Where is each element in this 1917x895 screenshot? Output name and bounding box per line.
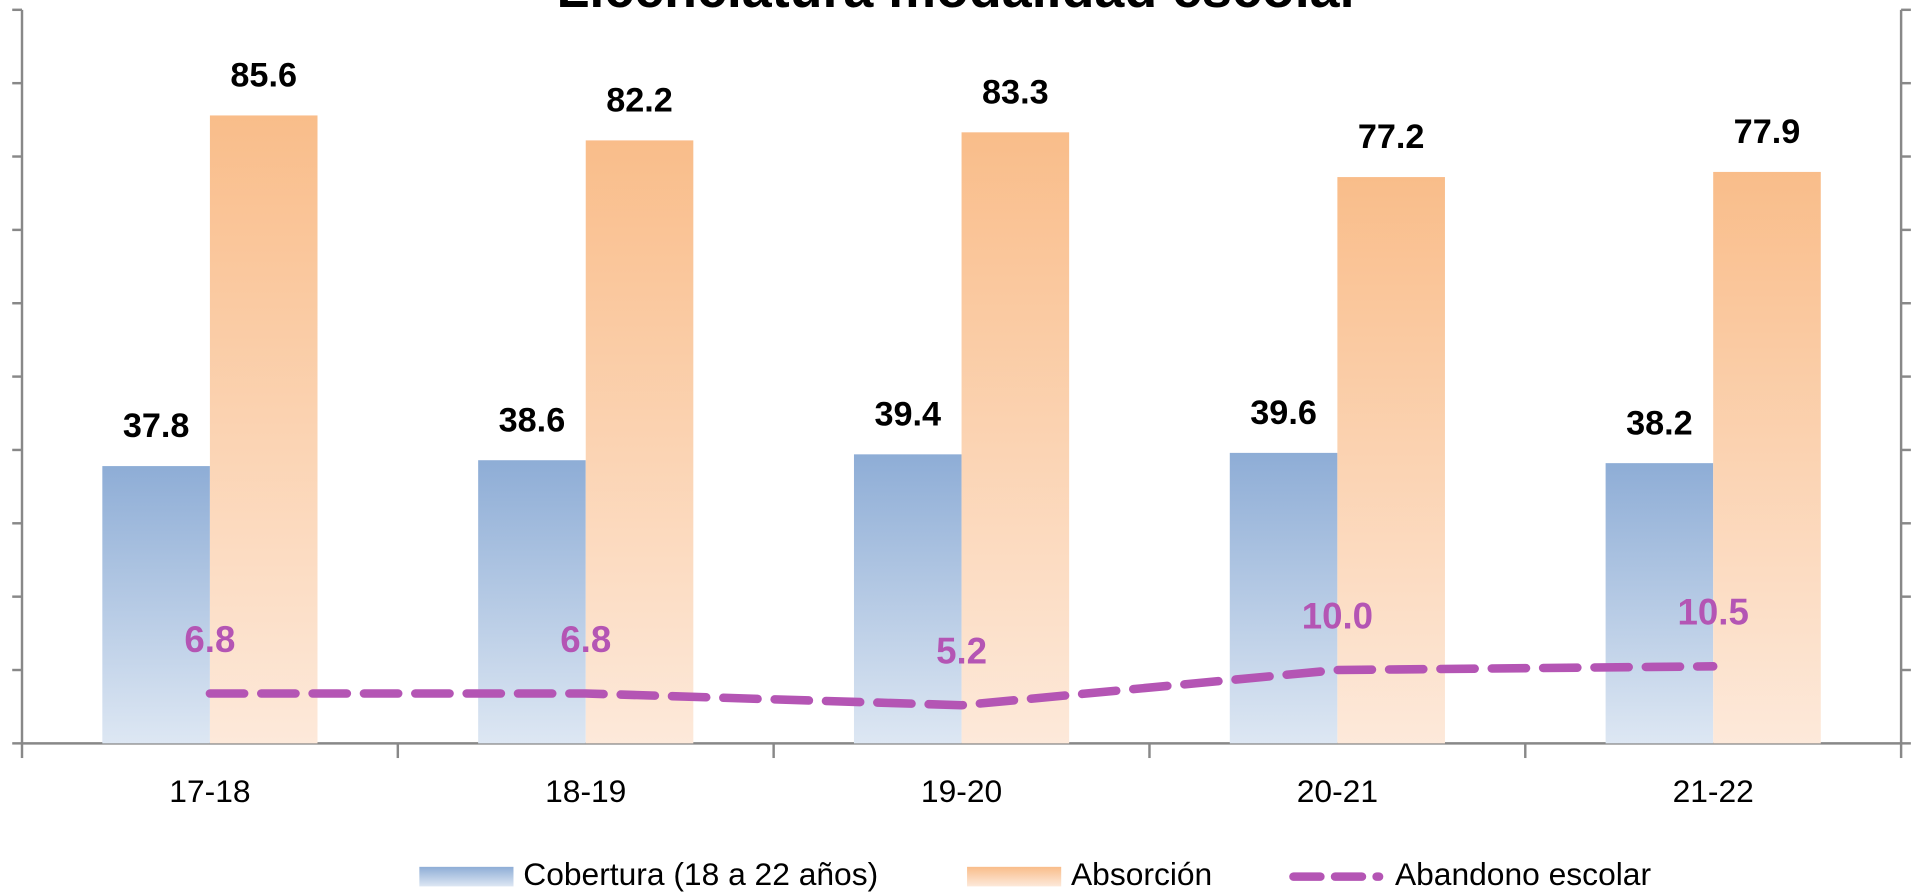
- x-tick-label: 17-18: [169, 773, 250, 809]
- bar: [1229, 452, 1338, 744]
- data-label: 37.8: [123, 407, 190, 445]
- x-tick-label: 18-19: [545, 773, 626, 809]
- legend-label: Cobertura (18 a 22 años): [523, 856, 878, 892]
- x-tick-label: 20-21: [1297, 773, 1378, 809]
- legend-label: Absorción: [1071, 856, 1212, 892]
- legend-swatch: [419, 866, 514, 887]
- data-label: 39.6: [1250, 394, 1317, 432]
- data-label: 83.3: [982, 73, 1049, 111]
- x-tick-label: 21-22: [1673, 773, 1754, 809]
- bar: [1337, 177, 1445, 744]
- line-label: 10.5: [1678, 592, 1749, 633]
- legend-swatch: [967, 866, 1062, 887]
- bar: [585, 140, 694, 744]
- chart-title: Licenciatura modalidad escolar: [556, 0, 1360, 19]
- data-label: 39.4: [874, 395, 941, 433]
- line-label: 10.0: [1302, 595, 1373, 636]
- data-label: 82.2: [606, 82, 673, 120]
- line-label: 6.8: [184, 619, 235, 660]
- line: [205, 662, 1718, 710]
- data-label: 38.2: [1626, 404, 1693, 442]
- line-label: 5.2: [936, 631, 987, 672]
- x-tick-label: 19-20: [921, 773, 1002, 809]
- data-label: 77.2: [1358, 118, 1425, 156]
- data-label: 77.9: [1734, 113, 1801, 151]
- data-label: 85.6: [230, 57, 297, 95]
- legend-label: Abandono escolar: [1395, 856, 1652, 892]
- bar: [961, 132, 1070, 744]
- bar: [1713, 171, 1821, 744]
- line-label: 6.8: [560, 619, 611, 660]
- bar: [102, 466, 210, 744]
- bar: [478, 460, 586, 744]
- bar: [853, 454, 962, 744]
- data-label: 38.6: [499, 401, 566, 439]
- bar: [1605, 463, 1714, 744]
- bar: [209, 115, 318, 744]
